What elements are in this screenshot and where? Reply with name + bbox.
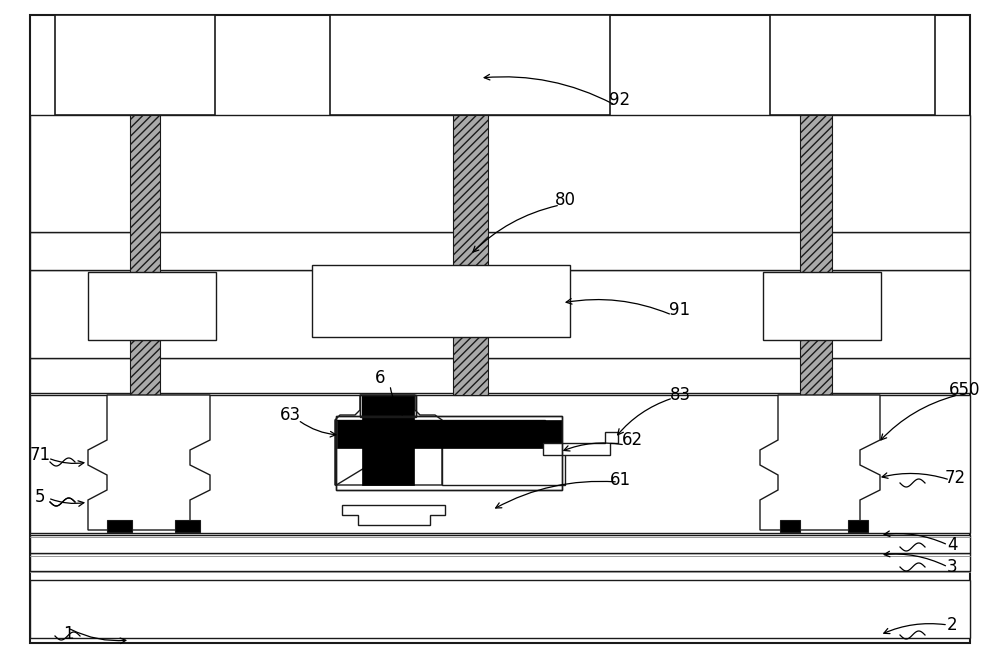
Polygon shape [88, 395, 210, 530]
Bar [30, 232, 970, 270]
Bar [30, 395, 970, 533]
Bar [107, 520, 132, 532]
Bar [362, 396, 414, 416]
Text: 92: 92 [609, 91, 631, 109]
Bar [312, 265, 570, 337]
Text: 5: 5 [35, 488, 45, 506]
Polygon shape [543, 432, 618, 455]
Text: 91: 91 [669, 301, 691, 319]
Polygon shape [335, 420, 565, 485]
Bar [30, 115, 970, 232]
Text: 3: 3 [947, 558, 957, 576]
Bar [30, 358, 970, 393]
Bar [30, 270, 970, 358]
Text: 71: 71 [29, 446, 51, 464]
Bar [453, 115, 488, 395]
Text: 83: 83 [669, 386, 691, 404]
Bar [30, 580, 970, 638]
Text: 72: 72 [944, 469, 966, 487]
Bar [30, 553, 970, 571]
Text: 62: 62 [621, 431, 643, 449]
Bar [780, 520, 800, 532]
Text: 650: 650 [949, 381, 981, 399]
Bar [763, 272, 881, 340]
Text: 4: 4 [947, 536, 957, 554]
Text: 2: 2 [947, 616, 957, 634]
Bar [338, 422, 560, 447]
Bar [88, 272, 216, 340]
Text: 80: 80 [554, 191, 576, 209]
Polygon shape [342, 505, 445, 525]
Bar [130, 115, 160, 395]
Bar [30, 535, 970, 553]
Bar [360, 395, 416, 417]
Text: 63: 63 [279, 406, 301, 424]
Bar [770, 15, 935, 115]
Bar [55, 15, 215, 115]
Polygon shape [760, 395, 880, 530]
Bar [362, 395, 414, 485]
Text: 61: 61 [609, 471, 631, 489]
Text: 6: 6 [375, 369, 385, 387]
Bar [337, 420, 562, 448]
Bar [330, 15, 610, 115]
Bar [800, 115, 832, 395]
Bar [336, 416, 562, 490]
Bar [175, 520, 200, 532]
Bar [848, 520, 868, 532]
Polygon shape [335, 395, 442, 485]
Text: 1: 1 [63, 625, 73, 643]
